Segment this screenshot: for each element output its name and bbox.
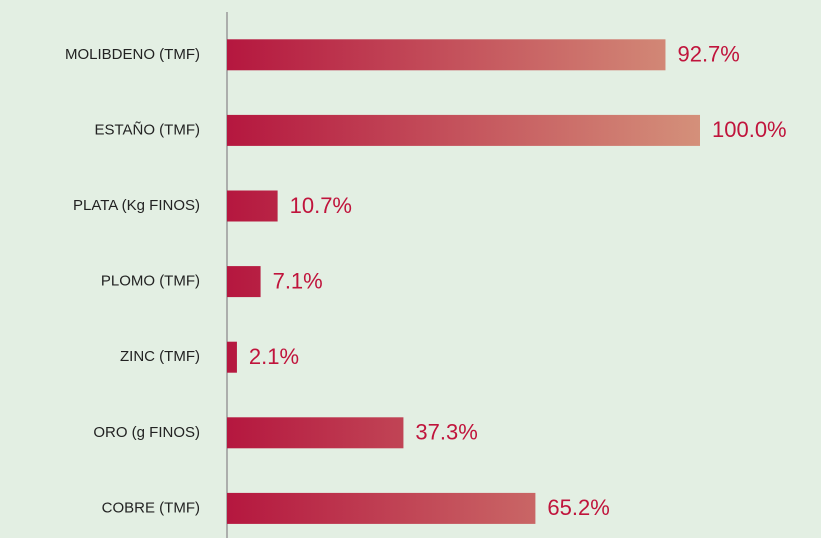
category-label: PLATA (Kg FINOS) xyxy=(73,197,200,214)
bar xyxy=(227,341,237,373)
bar xyxy=(227,190,278,222)
bar xyxy=(227,417,404,449)
value-label: 37.3% xyxy=(415,420,477,445)
category-label: ESTAÑO (TMF) xyxy=(94,121,200,138)
value-label: 100.0% xyxy=(712,117,787,142)
category-label: ORO (g FINOS) xyxy=(93,424,200,441)
bar xyxy=(227,114,700,146)
value-label: 10.7% xyxy=(290,193,352,218)
category-label: PLOMO (TMF) xyxy=(101,273,200,290)
value-label: 7.1% xyxy=(273,268,323,293)
value-label: 92.7% xyxy=(677,42,739,67)
bar xyxy=(227,39,666,71)
value-label: 2.1% xyxy=(249,344,299,369)
bar xyxy=(227,266,261,298)
bar xyxy=(227,492,536,524)
category-label: ZINC (TMF) xyxy=(120,348,200,365)
value-label: 65.2% xyxy=(547,495,609,520)
category-label: COBRE (TMF) xyxy=(102,499,200,516)
category-label: MOLIBDENO (TMF) xyxy=(65,46,200,63)
